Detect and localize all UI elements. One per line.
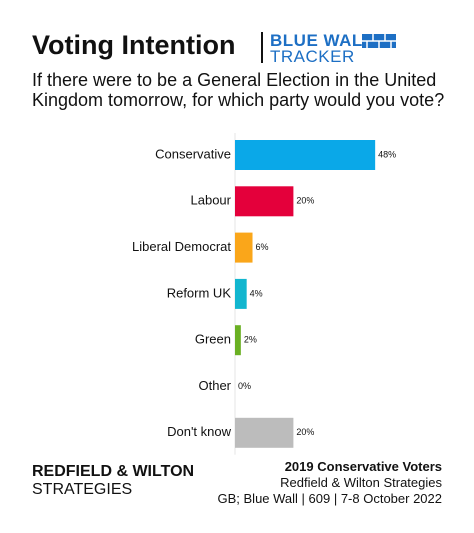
bar (235, 417, 294, 448)
bar (235, 186, 294, 217)
value-label: 6% (256, 242, 269, 252)
value-label: 0% (238, 381, 251, 391)
bar (235, 140, 376, 170)
subtitle: If there were to be a General Election i… (32, 70, 445, 110)
divider (261, 32, 263, 63)
category-label: Labour (191, 193, 232, 208)
chart-title: Voting Intention (32, 30, 236, 60)
bar (235, 232, 253, 263)
value-label: 2% (244, 335, 257, 345)
category-label: Green (195, 332, 231, 347)
bar (235, 325, 241, 356)
value-label: 20% (296, 427, 314, 437)
logo-icon (362, 34, 396, 48)
value-label: 20% (296, 196, 314, 206)
category-label: Liberal Democrat (132, 239, 231, 254)
category-label: Don't know (167, 424, 232, 439)
bar (235, 278, 247, 309)
category-label: Conservative (155, 146, 231, 161)
logo-text: TRACKER (270, 47, 355, 66)
category-label: Reform UK (167, 285, 232, 300)
brand: REDFIELD & WILTON (32, 463, 195, 480)
plot: Conservative 48% Labour 20% Liberal Democrat… (132, 133, 396, 455)
value-label: 4% (250, 288, 263, 298)
category-label: Other (198, 378, 231, 393)
brand: STRATEGIES (32, 481, 133, 498)
note: Redfield & Wilton Strategies (280, 475, 442, 490)
value-label: 48% (378, 149, 396, 159)
note: GB; Blue Wall | 609 | 7-8 October 2022 (217, 491, 443, 506)
logo-text: BLUE WALL (270, 31, 374, 50)
note: 2019 Conservative Voters (284, 459, 442, 474)
